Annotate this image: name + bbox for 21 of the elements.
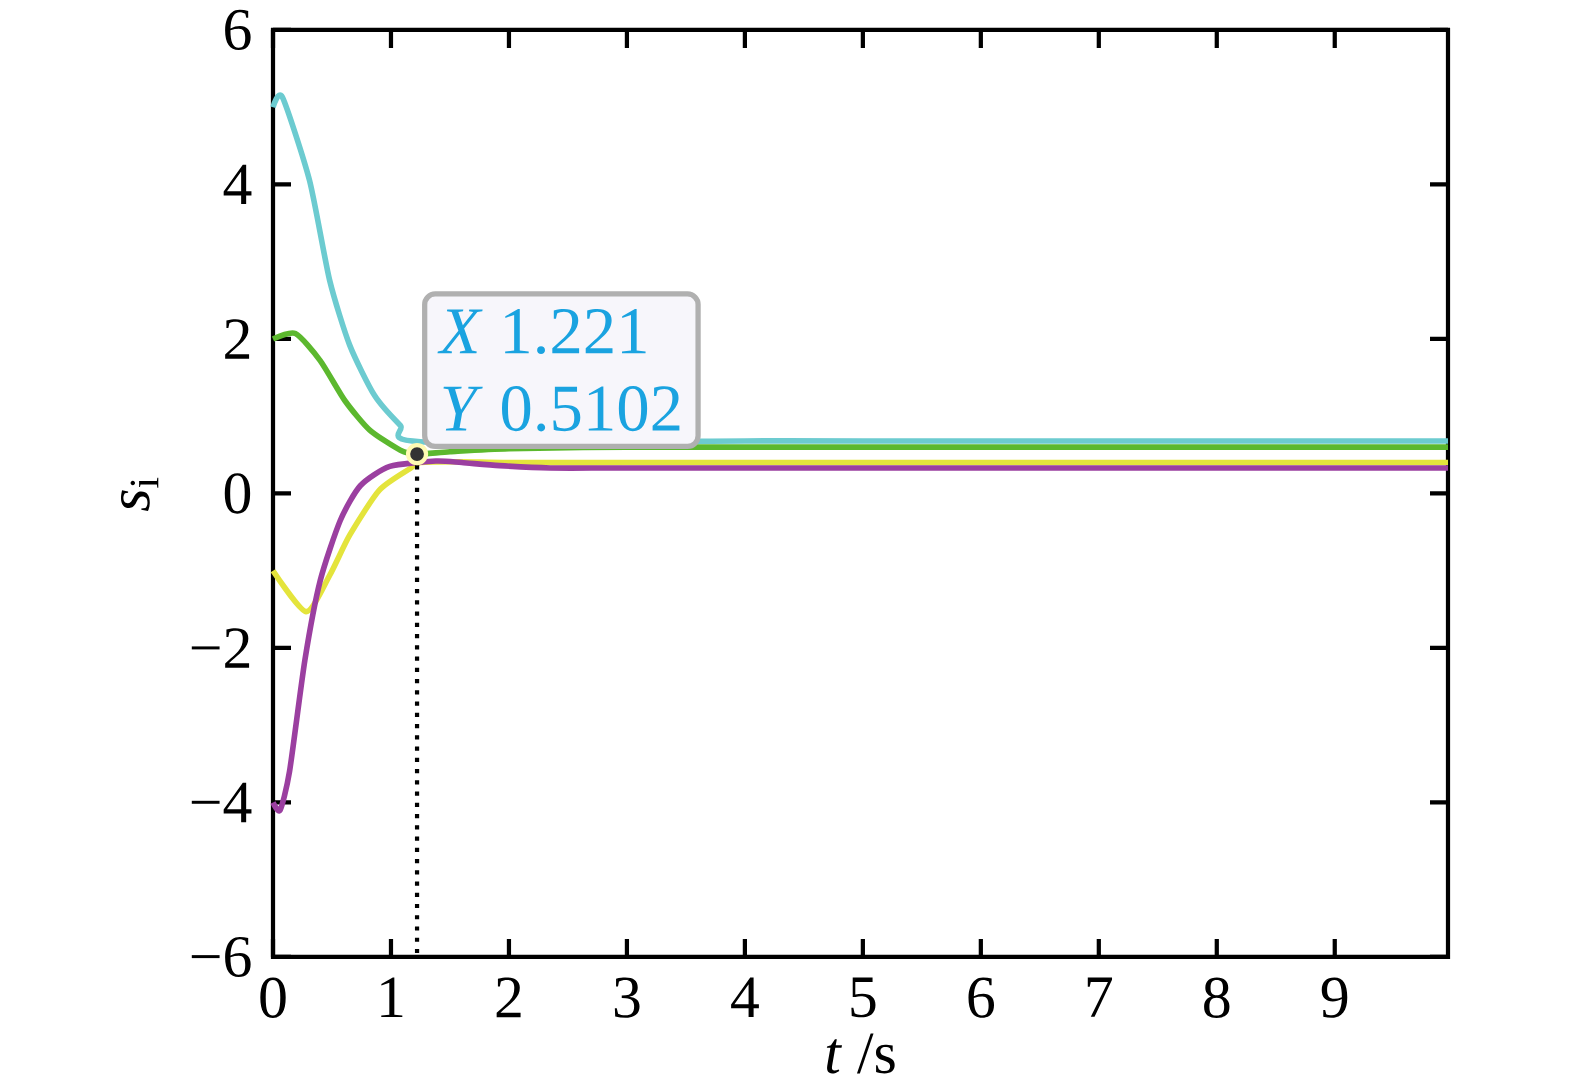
y-axis-title: s$_{i}$	[121, 477, 159, 512]
x-tick-label: 0	[260, 977, 286, 1018]
y-tick-label: 2	[225, 319, 250, 359]
x-tick-label: 4	[731, 977, 759, 1017]
x-tick-label: 6	[968, 977, 995, 1018]
annotation: Y 0.5102	[443, 386, 680, 432]
x-tick-label: 3	[614, 977, 640, 1018]
x-tick-label: 5	[851, 977, 876, 1018]
y-tick-label: −6	[191, 936, 251, 978]
x-axis-title: t /s	[826, 1033, 895, 1074]
x-tick-label: 9	[1321, 977, 1348, 1018]
y-tick-label: −4	[191, 782, 252, 823]
y-tick-label: 0	[224, 473, 251, 514]
x-tick-label: 7	[1087, 977, 1113, 1017]
annotation: X 1.221	[437, 308, 646, 355]
x-tick-label: 8	[1204, 977, 1230, 1018]
x-tick-label: 1	[381, 977, 403, 1018]
y-tick-label: −2	[191, 628, 250, 668]
y-tick-label: 4	[223, 164, 252, 205]
x-tick-label: 2	[496, 977, 521, 1018]
y-tick-label: 6	[225, 9, 251, 51]
